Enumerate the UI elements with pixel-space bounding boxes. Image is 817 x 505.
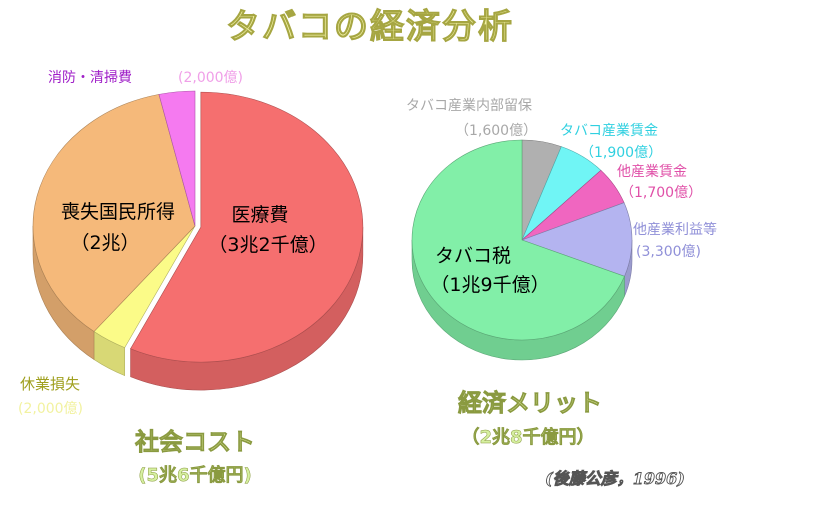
slice-label-iryohi: 医療費 [231, 204, 288, 226]
slice-label-tinkin: タバコ産業賃金 [560, 123, 658, 139]
slice-label-ta-chinkin: 他産業賃金 [617, 164, 687, 180]
slice-label-tabacco-zei: タバコ税 [435, 245, 511, 267]
source-note: (後藤公彦，1996) [545, 469, 685, 488]
chart-title: タバコの経済分析 [226, 7, 514, 47]
slice-label-kyugyo: 休業損失 [20, 375, 80, 393]
slice-label-sositsu: 喪失国民所得 [61, 201, 175, 223]
slice-label-shobo: 消防・清掃費 [48, 69, 132, 86]
slice-value-naibu: （1,600億） [455, 123, 537, 139]
slice-value-shobo: (2,000億) [178, 70, 243, 86]
social-cost-total: (5兆6千億円) [138, 464, 252, 486]
slice-value-tinkin: （1,900億） [580, 145, 662, 161]
slice-消防・清掃費 [158, 90, 196, 227]
slice-value-ta-rieki: (3,300億) [636, 244, 701, 260]
slice-value-kyugyo: (2,000億) [18, 401, 83, 417]
slice-他産業利益等 [521, 202, 633, 277]
social-cost-label: 社会コスト [135, 428, 255, 456]
slice-label-naibu: タバコ産業内部留保 [406, 98, 532, 114]
slice-value-iryohi: （3兆2千億） [208, 234, 327, 256]
social-cost-pie [32, 90, 364, 391]
slice-医療費 [130, 91, 364, 363]
slice-label-ta-rieki: 他産業利益等 [633, 221, 717, 238]
economic-merit-label: 経済メリット [458, 389, 602, 417]
slice-value-sositsu: （2兆） [70, 232, 139, 254]
slice-value-tabacco-zei: （1兆9千億） [430, 274, 549, 296]
slice-value-ta-chinkin: （1,700億） [620, 185, 702, 201]
economic-merit-pie [411, 139, 633, 361]
economic-merit-total: （2兆8千億円） [461, 426, 594, 448]
slice-タバコ税 [411, 139, 625, 341]
slice-喪失国民所得 [32, 94, 196, 332]
